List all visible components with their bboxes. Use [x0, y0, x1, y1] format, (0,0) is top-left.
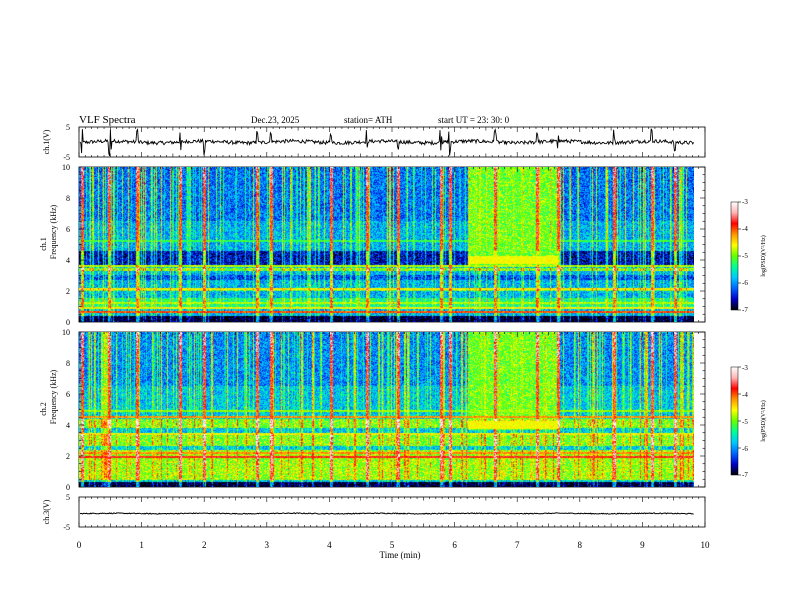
- ch3-ytick-bottom: -5: [63, 523, 70, 532]
- xtick-10: 10: [701, 540, 711, 550]
- ch1-colorbar-ticks: [738, 201, 741, 311]
- cb1-tick-m4: -4: [742, 225, 748, 233]
- xtick-6: 6: [452, 540, 457, 550]
- xtick-1: 1: [139, 540, 144, 550]
- ch1-colorbar-label: log(PSD)(V²/Hz): [760, 235, 767, 276]
- header-start-time: start UT = 23: 30: 0: [438, 115, 510, 125]
- xtick-0: 0: [77, 540, 82, 550]
- ch1-ytick-6: 6: [66, 225, 70, 234]
- ch1-colorbar-fill: [730, 201, 739, 311]
- ch1-ytick-0: 0: [66, 318, 70, 327]
- ch1-channel-label: ch.1: [39, 237, 48, 251]
- cb1-tick-m3: -3: [742, 198, 748, 206]
- ch1-ytick-top: 5: [66, 123, 70, 132]
- xtick-5: 5: [390, 540, 395, 550]
- x-axis-label: Time (min): [380, 550, 421, 560]
- xtick-9: 9: [640, 540, 645, 550]
- ch2-ytick-4: 4: [66, 421, 70, 430]
- cb1-tick-m7: -7: [742, 306, 748, 314]
- figure-title: VLF Spectra: [79, 114, 136, 126]
- cb1-tick-m5: -5: [742, 252, 748, 260]
- ch1-ytick-8: 8: [66, 194, 70, 203]
- ch1-waveform-panel: 5 -5 ch.1(V): [42, 123, 706, 162]
- ch2-colorbar-label: log(PSD)(V²/Hz): [760, 400, 767, 441]
- ch2-spectrogram-panel: 0 2 4 6 8 10 ch.2 Frequency (kHz): [39, 328, 706, 492]
- ch1-ytick-10: 10: [62, 163, 70, 172]
- xtick-7: 7: [515, 540, 520, 550]
- cb1-tick-m6: -6: [742, 279, 748, 287]
- ch1-frequency-label: Frequency (kHz): [49, 204, 58, 259]
- xtick-8: 8: [578, 540, 583, 550]
- ch1-waveform-line: [79, 127, 695, 157]
- xtick-3: 3: [265, 540, 270, 550]
- ch2-ytick-2: 2: [66, 452, 70, 461]
- ch1-spectrogram-panel: 0 2 4 6 8 10 ch.1 Frequency (kHz): [39, 163, 706, 327]
- x-axis: 0 1 2 3 4 5 6 7 8 9 10 Time (min): [77, 540, 710, 560]
- ch1-colorbar: -3 -4 -5 -6 -7 log(PSD)(V²/Hz): [730, 198, 767, 314]
- ch2-colorbar-fill: [730, 366, 739, 476]
- ch2-ytick-10: 10: [62, 328, 70, 337]
- ch3-waveform-panel: 5 -5 ch.3(V): [42, 493, 706, 532]
- cb2-tick-m4: -4: [742, 391, 748, 399]
- ch1-ytick-bottom: -5: [63, 153, 70, 162]
- cb2-tick-m6: -6: [742, 445, 748, 453]
- header-station: station= ATH: [344, 115, 393, 125]
- ch1-waveform-ylabel: ch.1(V): [42, 129, 51, 154]
- xtick-4: 4: [327, 540, 332, 550]
- ch2-ytick-8: 8: [66, 359, 70, 368]
- cb2-tick-m3: -3: [742, 364, 748, 372]
- header-date: Dec.23, 2025: [251, 115, 300, 125]
- ch1-waveform-ticks: [78, 127, 706, 157]
- ch1-ytick-2: 2: [66, 287, 70, 296]
- ch3-waveform-ylabel: ch.3(V): [42, 499, 51, 524]
- ch2-frequency-label: Frequency (kHz): [49, 369, 58, 424]
- ch2-spectrogram-ticks: [78, 331, 706, 488]
- ch1-spectrogram-image: [79, 167, 694, 322]
- ch2-colorbar-ticks: [738, 366, 741, 476]
- ch1-spectrogram-ticks: [78, 166, 706, 323]
- ch3-waveform-line: [79, 512, 694, 515]
- ch2-ytick-6: 6: [66, 390, 70, 399]
- ch3-waveform-ticks: [78, 497, 706, 527]
- ch2-channel-label: ch.2: [39, 402, 48, 416]
- ch2-ytick-0: 0: [66, 483, 70, 492]
- cb2-tick-m5: -5: [742, 418, 748, 426]
- xtick-2: 2: [202, 540, 207, 550]
- ch1-ytick-4: 4: [66, 256, 70, 265]
- ch2-colorbar: -3 -4 -5 -6 -7 log(PSD)(V²/Hz): [730, 364, 767, 479]
- ch3-ytick-top: 5: [66, 493, 70, 502]
- cb2-tick-m7: -7: [742, 471, 748, 479]
- ch2-spectrogram-image: [79, 332, 694, 487]
